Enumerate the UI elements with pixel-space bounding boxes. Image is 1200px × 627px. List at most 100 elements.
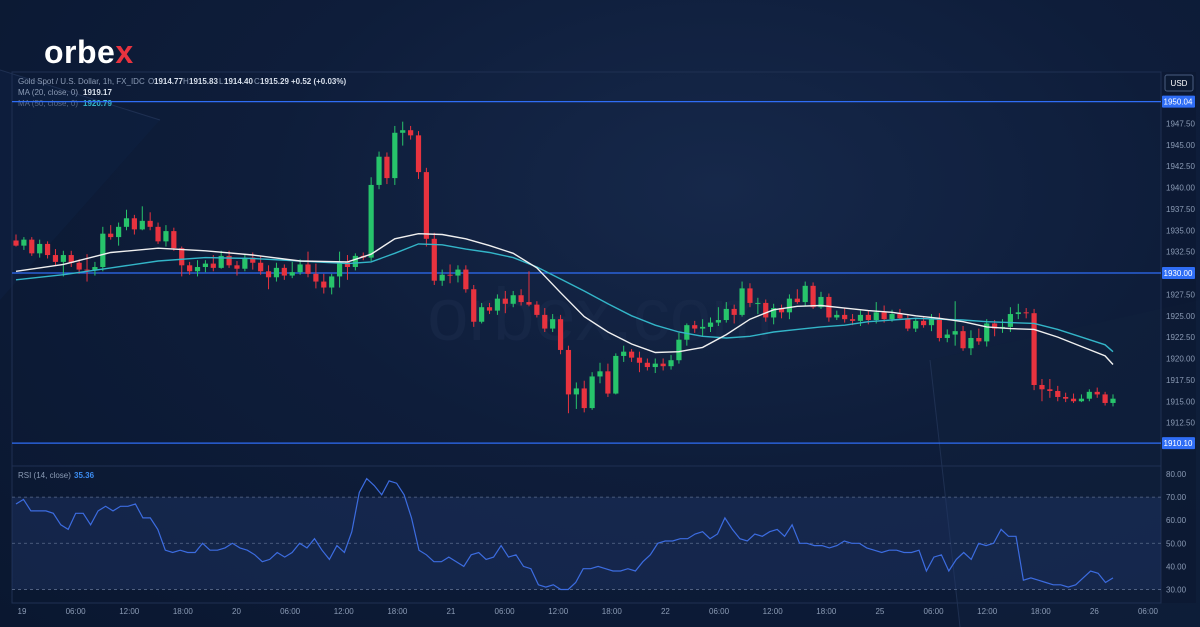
candle-body — [715, 320, 721, 323]
candle-body — [115, 226, 122, 238]
candle-body — [881, 312, 887, 320]
price-tick-label: 1945.00 — [1166, 141, 1195, 150]
candle-body — [723, 308, 729, 321]
candle-body — [526, 302, 532, 305]
candle-body — [179, 248, 185, 266]
candle-body — [376, 156, 382, 185]
candle-body — [889, 314, 895, 320]
candle-body — [581, 388, 587, 409]
candle-body — [652, 363, 658, 368]
time-tick-label: 18:00 — [387, 607, 408, 616]
candle-body — [1007, 314, 1014, 327]
candle-body — [171, 231, 177, 249]
open-value: 1914.77 — [154, 77, 183, 86]
candle-body — [992, 323, 998, 329]
rsi-tick-label: 70.00 — [1166, 493, 1187, 502]
horizontal-levels: 1950.04 1930.00 1910.10 — [12, 95, 1195, 450]
rsi-label: RSI (14, close) — [18, 471, 71, 480]
high-label: H — [183, 77, 189, 86]
candle-body — [826, 296, 832, 318]
candle-body — [660, 363, 666, 367]
candle-body — [794, 298, 800, 303]
candle-body — [471, 289, 477, 322]
candle-body — [534, 304, 540, 315]
currency-label: USD — [1171, 79, 1188, 88]
candle-body — [84, 269, 90, 271]
candle-body — [502, 298, 508, 304]
time-tick-label: 06:00 — [709, 607, 730, 616]
level-tag-bg — [1162, 267, 1195, 279]
low-value: 1914.40 — [224, 77, 253, 86]
price-tick-label: 1927.50 — [1166, 290, 1195, 299]
level-tag-label: 1910.10 — [1164, 439, 1193, 448]
candle-body — [557, 319, 564, 350]
candle-body — [865, 314, 871, 321]
candle-body — [44, 243, 51, 256]
price-tick-label: 1925.00 — [1166, 312, 1195, 321]
candle-body — [573, 388, 579, 395]
candle-body — [273, 267, 280, 278]
candle-body — [621, 351, 627, 356]
candle-body — [928, 319, 935, 326]
candle-body — [897, 314, 903, 319]
candle-body — [944, 334, 950, 338]
open-label: O — [148, 77, 154, 86]
candle-body — [226, 255, 232, 266]
candle-body — [936, 319, 942, 338]
close-label: C — [254, 77, 260, 86]
ma50-value: 1920.79 — [83, 99, 112, 108]
candle-body — [700, 326, 706, 329]
currency-button[interactable]: USD — [1164, 74, 1194, 92]
candle-body — [873, 312, 879, 321]
time-tick-label: 12:00 — [763, 607, 784, 616]
logo-x-accent: x — [115, 34, 134, 70]
level-tag-label: 1930.00 — [1164, 269, 1193, 278]
candle-body — [131, 218, 137, 230]
candle-body — [408, 130, 414, 136]
candle-body — [242, 257, 248, 269]
ma20-value: 1919.17 — [83, 88, 112, 97]
candle-body — [565, 349, 572, 395]
candle-body — [1063, 396, 1069, 399]
candle-body — [589, 376, 595, 409]
candle-body — [747, 288, 753, 303]
time-tick-label: 06:00 — [66, 607, 87, 616]
candle-body — [479, 307, 485, 322]
price-tick-label: 1912.50 — [1166, 419, 1195, 428]
time-tick-label: 06:00 — [924, 607, 945, 616]
candle-body — [684, 325, 690, 340]
candle-body — [628, 351, 635, 358]
price-tick-label: 1947.50 — [1166, 119, 1195, 128]
ma20-line — [15, 232, 1114, 365]
level-tag-label: 1950.04 — [1164, 98, 1193, 107]
candle-body — [613, 355, 619, 394]
candle-body — [210, 263, 216, 268]
candle-body — [423, 172, 429, 239]
candle-body — [834, 314, 840, 318]
rsi-tick-label: 60.00 — [1166, 516, 1187, 525]
candle-body — [463, 269, 469, 290]
candle-body — [68, 255, 74, 263]
chart-header: Gold Spot / U.S. Dollar, 1h, FX_IDC O 19… — [18, 77, 346, 108]
price-tick-label: 1917.50 — [1166, 376, 1195, 385]
candle-body — [147, 220, 153, 227]
candle-body — [550, 319, 556, 329]
candle-body — [92, 267, 98, 271]
candle-body — [431, 238, 437, 281]
candle-body — [952, 331, 958, 335]
candle-body — [849, 319, 856, 321]
candle-body — [439, 274, 445, 281]
candle-body — [636, 357, 643, 363]
price-tick-label: 1932.50 — [1166, 248, 1195, 257]
candle-body — [289, 272, 295, 276]
candle-body — [920, 320, 927, 326]
time-tick-label: 06:00 — [1138, 607, 1159, 616]
candle-body — [486, 307, 493, 311]
candle-body — [1023, 312, 1029, 314]
candle-body — [494, 298, 501, 311]
moving-averages — [15, 232, 1114, 365]
candle-body — [297, 264, 303, 273]
candle-body — [960, 331, 966, 349]
low-label: L — [219, 77, 224, 86]
